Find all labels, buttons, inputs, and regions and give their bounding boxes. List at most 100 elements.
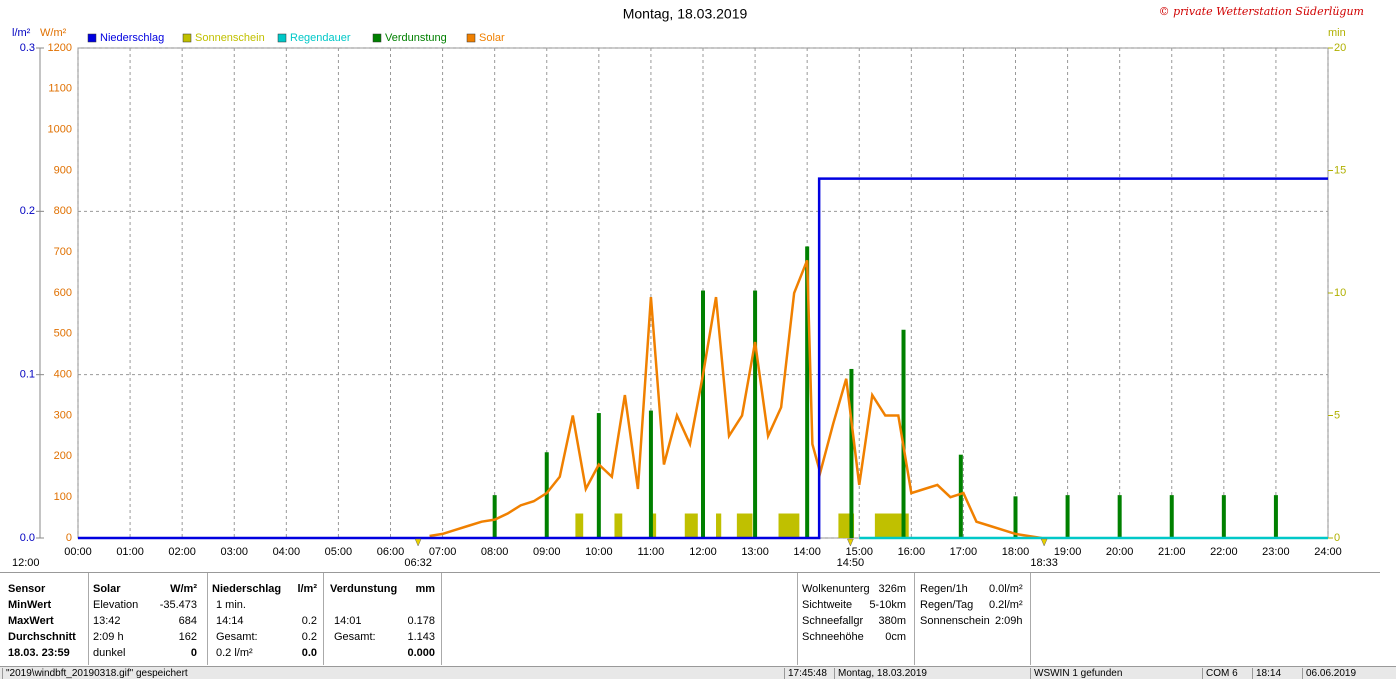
y3-tick-label: 800: [54, 205, 72, 217]
sunshine-block: [778, 513, 800, 538]
y3-tick-label: 1100: [48, 83, 72, 95]
sunshine-block: [575, 513, 584, 538]
x-tick-label: 22:00: [1210, 546, 1238, 558]
x-tick-label: 03:00: [220, 546, 248, 558]
status-field: WSWIN 1 gefunden: [1030, 668, 1122, 679]
info-value: 380m: [878, 615, 906, 627]
sun-mark-label: 06:32: [404, 557, 432, 569]
info-value: 5-10km: [869, 599, 906, 611]
row-label: 1 min.: [216, 599, 246, 611]
x-tick-label: 10:00: [585, 546, 613, 558]
bar: [1013, 496, 1018, 538]
bar: [492, 495, 497, 538]
info-label: Sichtweite: [802, 599, 853, 611]
sensor-label: Durchschnitt: [8, 631, 76, 643]
x-tick-label: 08:00: [481, 546, 509, 558]
row-value: 0.178: [407, 615, 435, 627]
block-unit: l/m²: [297, 583, 317, 595]
status-field: 06.06.2019: [1302, 668, 1356, 679]
stats-panel: Sensor MinWert MaxWert Durchschnitt 18.03. 2…: [0, 572, 1380, 665]
sensor-label: MinWert: [8, 599, 52, 611]
bar: [1065, 495, 1070, 538]
info-value: 2:09h: [995, 615, 1023, 627]
row-label: Elevation: [93, 599, 139, 611]
sunshine-block: [684, 513, 698, 538]
legend-label: Regendauer: [290, 32, 351, 44]
y3-tick-label: 400: [54, 369, 72, 381]
row-value: -35.473: [159, 599, 197, 611]
bar: [753, 290, 758, 538]
legend-swatch: [466, 33, 476, 43]
series-line: [429, 259, 1042, 540]
sun-mark-label: 18:33: [1030, 557, 1058, 569]
y-tick-label: 0.3: [20, 42, 35, 54]
info-label: Regen/1h: [920, 583, 968, 595]
bar: [544, 452, 549, 538]
y2-axis-title: min: [1328, 27, 1346, 39]
info-label: Schneefallgr: [802, 615, 864, 627]
x-tick-label: 20:00: [1106, 546, 1134, 558]
x-tick-label: 09:00: [533, 546, 561, 558]
row-value: 0.2: [301, 615, 317, 627]
y3-tick-label: 500: [54, 328, 72, 340]
row-value: 684: [178, 615, 197, 627]
block-header: Solar: [93, 583, 121, 595]
status-field: COM 6: [1202, 668, 1238, 679]
credit: © private Wetterstation Süderlügum: [1159, 5, 1364, 18]
y3-tick-label: 300: [54, 409, 72, 421]
bar: [596, 413, 601, 538]
x-tick-label: 14:00: [793, 546, 821, 558]
info-value: 0.2l/m²: [989, 599, 1023, 611]
y2-tick-label: 20: [1334, 42, 1346, 54]
block-header: Niederschlag: [212, 583, 282, 595]
bar: [849, 368, 854, 538]
x-tick-label: 11:00: [638, 546, 665, 558]
sun-marker: [414, 538, 422, 547]
row-label: dunkel: [93, 647, 126, 659]
x-tick-label: 01:00: [116, 546, 144, 558]
y3-tick-label: 100: [54, 491, 72, 503]
bar: [805, 246, 810, 538]
status-field: 17:45:48: [784, 668, 827, 679]
info-label: Wolkenunterg: [802, 583, 870, 595]
block-header: Verdunstung: [330, 583, 398, 595]
x-tick-label: 05:00: [325, 546, 353, 558]
x-tick-label: 17:00: [950, 546, 978, 558]
x-tick-label: 12:00: [689, 546, 717, 558]
row-label: 13:42: [93, 615, 121, 627]
status-field: Montag, 18.03.2019: [834, 668, 927, 679]
block-unit: W/m²: [170, 583, 197, 595]
y-axis-title: l/m²: [12, 27, 31, 39]
row-value: 1.143: [407, 631, 435, 643]
legend-label: Sonnenschein: [195, 32, 265, 44]
x-tick-label: 02:00: [168, 546, 196, 558]
info-label: Regen/Tag: [920, 599, 974, 611]
x-tick-label: 24:00: [1314, 546, 1342, 558]
y-tick-label: 0.0: [20, 532, 35, 544]
info-label: Schneehöhe: [802, 631, 864, 643]
legend-label: Verdunstung: [385, 32, 447, 44]
chart: Montag, 18.03.2019 © private Wetterstati…: [12, 5, 1364, 569]
info-label: Sonnenschein: [920, 615, 990, 627]
sunshine-block: [736, 513, 753, 538]
y-tick-label: 0.2: [20, 205, 35, 217]
sunshine-block: [614, 513, 623, 538]
y2-tick-label: 0: [1334, 532, 1340, 544]
x-tick-label: 19:00: [1054, 546, 1082, 558]
row-label: 2:09 h: [93, 631, 124, 643]
x-tick-label: 21:00: [1158, 546, 1186, 558]
sun-marker: [847, 538, 854, 547]
series-line: [78, 177, 1328, 540]
row-label: 0.2 l/m²: [216, 647, 253, 659]
y3-tick-label: 1000: [48, 124, 72, 136]
y2-tick-label: 5: [1334, 409, 1340, 421]
y3-tick-label: 200: [54, 450, 72, 462]
row-value: 0: [190, 647, 197, 659]
bar: [958, 454, 963, 538]
x-tick-label: 04:00: [273, 546, 301, 558]
legend-label: Niederschlag: [100, 32, 164, 44]
x-tick-label: 18:00: [1002, 546, 1030, 558]
status-field: 18:14: [1252, 668, 1281, 679]
y-tick-label: 0.1: [20, 369, 35, 381]
